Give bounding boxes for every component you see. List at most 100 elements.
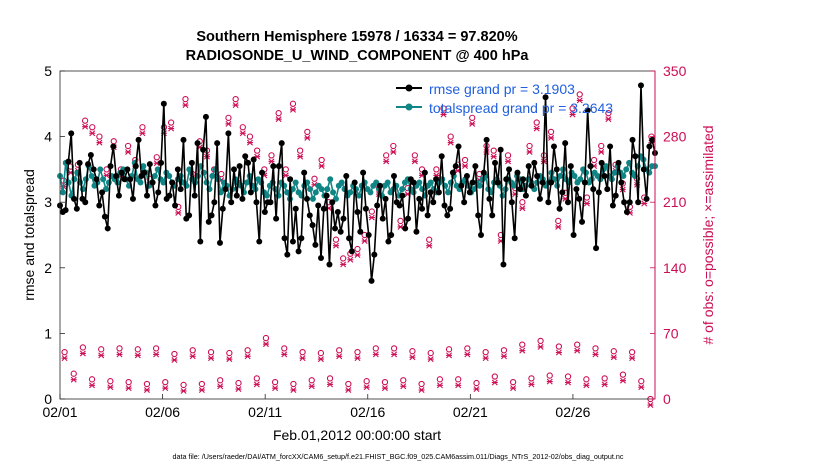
obs-low-assimilated-marker — [235, 386, 242, 393]
obs-high-possible-marker — [225, 114, 232, 122]
obs-high-assimilated-marker — [462, 163, 469, 170]
rmse-point — [500, 261, 507, 268]
obs-low-assimilated-marker — [354, 355, 361, 362]
obs-high-possible-marker — [332, 236, 340, 243]
obs-low-possible-marker — [198, 380, 206, 388]
rmse-point — [567, 163, 574, 170]
obs-high-assimilated-marker — [368, 214, 375, 221]
rmse-point — [287, 176, 294, 183]
obs-high-assimilated-marker — [390, 148, 397, 155]
rmse-point — [410, 179, 417, 186]
obs-low-possible-marker — [61, 348, 68, 356]
rmse-point — [320, 205, 327, 212]
rmse-point — [472, 163, 479, 170]
rmse-point — [115, 192, 122, 199]
rmse-point — [329, 199, 336, 206]
obs-high-assimilated-marker — [232, 102, 239, 109]
rmse-point — [433, 176, 440, 183]
rmse-point — [362, 205, 369, 212]
obs-low-possible-marker — [372, 345, 379, 352]
obs-high-possible-marker — [253, 147, 261, 154]
rmse-point — [511, 235, 518, 242]
obs-high-possible-marker — [167, 119, 175, 126]
obs-low-assimilated-marker — [418, 387, 425, 393]
totalspread-point — [97, 166, 104, 173]
obs-high-assimilated-marker — [440, 111, 447, 118]
obs-low-assimilated-marker — [189, 353, 196, 360]
rmse-point — [447, 205, 454, 212]
obs-low-possible-marker — [134, 346, 141, 353]
obs-low-assimilated-marker — [327, 381, 334, 388]
chart-title-line1: Southern Hemisphere 15978 / 16334 = 97.8… — [196, 29, 517, 45]
rmse-point — [405, 215, 412, 222]
rmse-point — [508, 199, 515, 206]
obs-low-assimilated-marker — [79, 350, 86, 357]
obs-low-assimilated-marker — [217, 383, 224, 390]
obs-high-possible-marker — [526, 142, 533, 150]
obs-high-assimilated-marker — [125, 148, 132, 155]
rmse-point — [618, 179, 625, 186]
rmse-point — [118, 169, 125, 176]
rmse-point — [441, 202, 448, 209]
rmse-point — [449, 169, 456, 176]
rmse-point — [247, 189, 254, 196]
totalspread-point — [307, 186, 314, 193]
obs-high-possible-marker — [297, 147, 304, 154]
rmse-point — [110, 143, 117, 150]
rmse-point — [531, 159, 538, 166]
x-tick-label: 02/16 — [350, 404, 385, 420]
totalspread-point — [577, 176, 584, 183]
totalspread-point — [154, 166, 161, 173]
rmse-point — [365, 232, 372, 238]
totalspread-point — [243, 179, 250, 186]
rmse-point — [309, 222, 316, 229]
rmse-point — [200, 146, 207, 153]
obs-low-assimilated-marker — [253, 381, 260, 388]
rmse-point — [141, 169, 148, 176]
totalspread-point — [217, 189, 224, 196]
rmse-point — [593, 245, 600, 252]
rmse-point — [458, 182, 465, 189]
obs-high-possible-marker — [569, 105, 576, 112]
totalspread-point — [499, 192, 506, 199]
rmse-point — [590, 186, 597, 193]
obs-low-assimilated-marker — [400, 383, 407, 390]
rmse-point — [390, 172, 397, 179]
rmse-point — [172, 202, 179, 209]
rmse-point — [197, 238, 204, 245]
rmse-point — [632, 153, 639, 160]
rmse-point — [637, 82, 644, 89]
obs-high-assimilated-marker — [605, 116, 612, 123]
rmse-point — [402, 225, 409, 232]
obs-low-assimilated-marker — [198, 387, 205, 393]
rmse-point — [480, 169, 487, 176]
rmse-point — [466, 189, 473, 196]
rmse-point — [90, 166, 97, 173]
obs-low-possible-marker — [564, 373, 572, 380]
rmse-point — [517, 186, 524, 193]
rmse-point — [160, 100, 167, 107]
obs-low-possible-marker — [171, 350, 178, 358]
rmse-series — [57, 82, 658, 284]
obs-high-assimilated-marker — [89, 130, 96, 137]
obs-low-assimilated-marker — [143, 387, 150, 393]
rmse-point — [177, 186, 184, 193]
totalspread-point — [611, 169, 618, 176]
rmse-point — [298, 235, 305, 242]
obs-low-assimilated-marker — [61, 355, 68, 362]
rmse-point — [621, 199, 628, 206]
totalspread-point — [367, 189, 374, 196]
obs-low-possible-marker — [628, 348, 636, 356]
obs-low-assimilated-marker — [116, 351, 123, 358]
rmse-point — [396, 202, 403, 209]
obs-low-assimilated-marker — [290, 387, 297, 393]
obs-high-assimilated-marker — [289, 106, 296, 113]
rmse-point — [623, 209, 630, 216]
totalspread-point — [309, 195, 316, 202]
obs-low-possible-marker — [427, 349, 434, 357]
obs-low-assimilated-marker — [519, 347, 526, 354]
left-tick-label: 2 — [44, 260, 52, 276]
obs-low-possible-marker — [336, 347, 343, 354]
obs-low-assimilated-marker — [565, 379, 572, 386]
obs-high-possible-marker — [590, 156, 598, 164]
